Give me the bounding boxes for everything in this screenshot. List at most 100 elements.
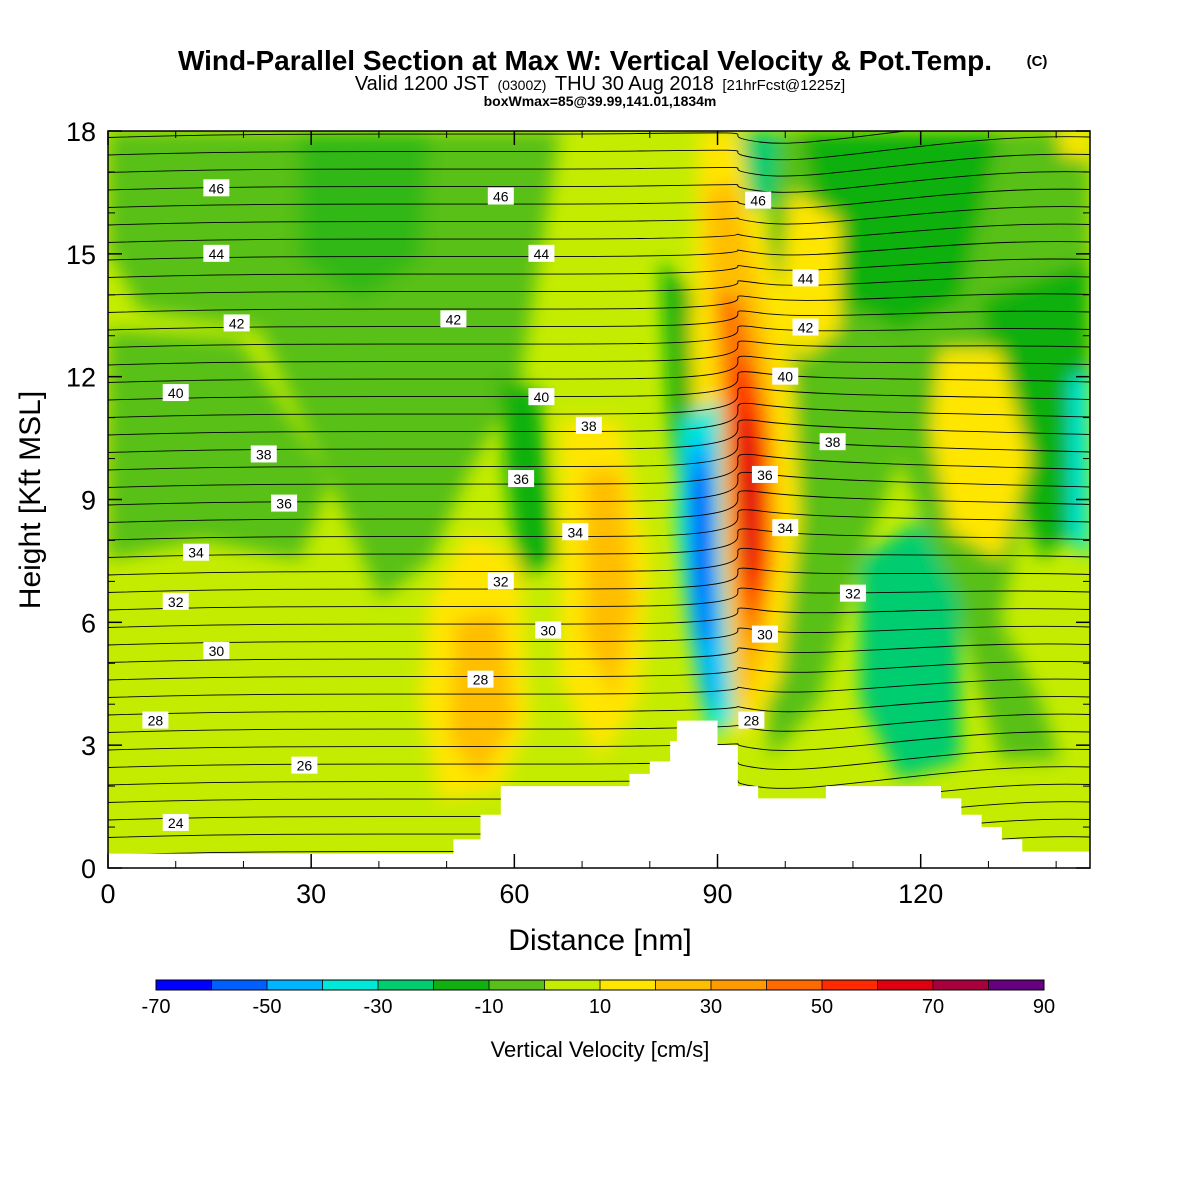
x-axis-label: Distance [nm]: [508, 924, 691, 957]
theta-contour-line: [108, 293, 1090, 313]
colorbar-swatch: [267, 980, 323, 990]
colorbar-tick-label: -70: [142, 996, 171, 1018]
theta-contour-label: 24: [162, 813, 189, 831]
colorbar-swatch: [822, 980, 878, 990]
svg-text:36: 36: [276, 496, 292, 512]
chart-title: Wind-Parallel Section at Max W: Vertical…: [178, 45, 992, 76]
velocity-region: [585, 470, 635, 700]
theta-contour-label: 32: [839, 584, 866, 602]
y-tick-label: 3: [81, 731, 96, 761]
forecast-label: [21hrFcst@1225z]: [722, 77, 845, 94]
svg-text:34: 34: [568, 524, 584, 540]
velocity-region: [1070, 370, 1090, 560]
colorbar-tick-label: 50: [811, 996, 833, 1018]
svg-text:46: 46: [750, 193, 766, 209]
theta-contour-label: 44: [792, 269, 819, 287]
x-tick-label: 60: [499, 879, 529, 909]
theta-contour-label: 40: [528, 388, 555, 406]
boxwmax-label: boxWmax=85@39.99,141.01,1834m: [484, 93, 717, 109]
svg-text:40: 40: [168, 385, 184, 401]
svg-text:36: 36: [757, 467, 773, 483]
plot-area: 46 44 42 40 38 36 34 32 30 28 26 24 46 44 42 40 38 36 34 32…: [108, 131, 1090, 868]
theta-contour-label: 36: [751, 465, 778, 483]
colorbar-swatch: [933, 980, 989, 990]
theta-contour-label: 38: [575, 416, 602, 434]
theta-contour-line: [108, 419, 1090, 453]
theta-contour-line: [108, 386, 1090, 418]
colorbar-tick-label: 30: [700, 996, 722, 1018]
theta-contour-line: [108, 547, 1090, 576]
velocity-region: [450, 610, 515, 780]
svg-text:42: 42: [229, 315, 245, 331]
theta-contour-line: [108, 188, 1090, 209]
svg-text:42: 42: [446, 311, 462, 327]
y-tick-label: 0: [81, 854, 96, 884]
theta-contour-line: [108, 258, 1090, 278]
svg-text:28: 28: [473, 672, 489, 688]
velocity-region: [740, 131, 780, 210]
y-tick-label: 15: [66, 240, 96, 270]
svg-text:34: 34: [188, 545, 204, 561]
colorbar-tick-label: 70: [922, 996, 944, 1018]
x-tick-label: 90: [702, 879, 732, 909]
theta-contour-line: [108, 625, 1090, 646]
colorbar-swatch: [655, 980, 712, 990]
theta-contour-line: [108, 509, 1090, 541]
colorbar-swatch: [766, 980, 823, 990]
theta-contour-label: 46: [745, 191, 772, 209]
copyright-mark: (C): [1027, 53, 1048, 70]
theta-contour-line: [108, 153, 1090, 177]
theta-contour-line: [108, 678, 1090, 698]
theta-contour-label: 32: [487, 572, 514, 590]
theta-contour-label: 42: [792, 318, 819, 336]
svg-text:36: 36: [513, 471, 529, 487]
colorbar-swatch: [433, 980, 490, 990]
theta-contour-label: 36: [271, 494, 298, 512]
velocity-region: [860, 520, 960, 780]
terrain: [108, 720, 1090, 868]
theta-contour-line: [108, 241, 1090, 261]
colorbar-tick-label: -50: [253, 996, 282, 1018]
svg-text:26: 26: [297, 758, 313, 774]
colorbar-tick-label: -30: [364, 996, 393, 1018]
theta-contour-label: 28: [738, 711, 765, 729]
svg-text:28: 28: [744, 713, 760, 729]
svg-text:46: 46: [493, 189, 509, 205]
colorbar-swatch: [489, 980, 545, 990]
theta-contour-line: [108, 696, 1090, 716]
velocity-region: [1060, 131, 1090, 160]
svg-text:46: 46: [209, 180, 225, 196]
valid-date: THU 30 Aug 2018: [555, 73, 714, 95]
svg-text:28: 28: [148, 713, 164, 729]
x-tick-label: 30: [296, 879, 326, 909]
y-tick-label: 9: [81, 486, 96, 516]
theta-contour-label: 30: [751, 625, 778, 643]
y-axis-label: Height [Kft MSL]: [14, 391, 47, 609]
svg-text:44: 44: [534, 246, 550, 262]
theta-contour-labels: 46 44 42 40 38 36 34 32 30 28 26 24 46 44 42 40 38 36 34 32…: [142, 179, 866, 831]
svg-text:44: 44: [798, 270, 814, 286]
theta-contour-line: [108, 436, 1090, 471]
colorbar-swatch: [322, 980, 379, 990]
theta-contour-label: 36: [508, 470, 535, 488]
theta-contour-label: 28: [142, 711, 169, 729]
theta-contour-line: [108, 607, 1090, 628]
x-tick-label: 0: [100, 879, 115, 909]
theta-contour-line: [108, 325, 1090, 348]
y-tick-label: 12: [66, 363, 96, 393]
theta-contour-label: 42: [440, 310, 467, 328]
colorbar-tick-label: 10: [589, 996, 611, 1018]
svg-text:38: 38: [581, 418, 597, 434]
colorbar-tick-label: 90: [1033, 996, 1055, 1018]
colorbar-tick-label: -10: [475, 996, 504, 1018]
theta-contour-label: 40: [772, 367, 799, 385]
colorbar-swatch: [877, 980, 934, 990]
theta-contour-line: [108, 661, 1090, 681]
theta-contour-label: 28: [467, 670, 494, 688]
theta-contour-label: 46: [487, 187, 514, 205]
colorbar-swatch: [156, 980, 212, 990]
x-tick-labels: 0 30 60 90 120: [100, 879, 943, 909]
theta-contour-line: [108, 340, 1090, 366]
theta-contour-line: [108, 310, 1090, 331]
theta-contour-line: [108, 643, 1090, 663]
